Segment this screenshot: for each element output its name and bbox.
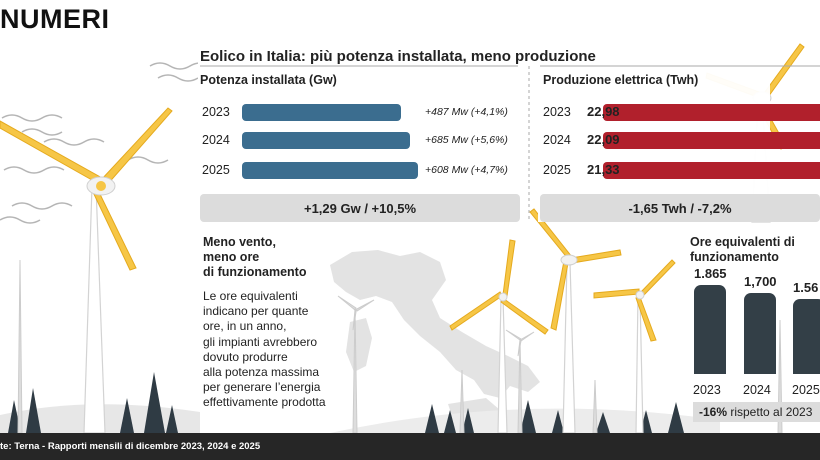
hours-value-label: 1.56 — [793, 280, 819, 295]
wind-turbine-icon — [449, 239, 549, 434]
hours-change-box: -16% rispetto al 2023 — [693, 402, 820, 422]
note-heading: Meno vento, meno ore di funzionamento — [203, 235, 306, 280]
hours-change-percent: -16% — [699, 405, 728, 419]
capacity-year-label: 2025 — [202, 163, 230, 177]
capacity-bar — [242, 104, 401, 121]
note-body-line: effettivamente prodotta — [203, 395, 326, 410]
infographic-title: Eolico in Italia: più potenza installata… — [200, 48, 596, 65]
capacity-summary: +1,29 Gw / +10,5% — [200, 194, 520, 222]
note-body-line: Le ore equivalenti — [203, 289, 298, 303]
note-heading-line: Meno vento, — [203, 235, 276, 249]
note-body-line: ore, in un anno, — [203, 319, 287, 334]
hours-year-label: 2023 — [693, 383, 721, 397]
tree-icons — [8, 372, 684, 433]
wind-turbine-icon — [593, 259, 676, 434]
capacity-change-note: +685 Mw (+5,6%) — [425, 134, 508, 146]
hours-value-label: 1.865 — [694, 266, 727, 281]
production-bar — [603, 104, 820, 121]
footer-bar — [0, 433, 820, 460]
production-summary: -1,65 Twh / -7,2% — [540, 194, 820, 222]
hours-value-label: 1,700 — [744, 274, 777, 289]
page-title: NUMERI — [0, 4, 110, 34]
production-year-label: 2025 — [543, 163, 571, 177]
capacity-change-note: +608 Mw (+4,7%) — [425, 164, 508, 176]
capacity-bar — [242, 162, 418, 179]
production-value-label: 21,33 — [587, 162, 620, 177]
hours-change-text: rispetto al 2023 — [727, 405, 813, 419]
capacity-bar — [242, 132, 410, 149]
note-body-line: alla potenza massima — [203, 365, 320, 380]
capacity-chart-title: Potenza installata (Gw) — [200, 73, 337, 87]
sardinia-silhouette — [346, 318, 372, 372]
hours-bar — [744, 293, 776, 374]
hours-bar — [694, 285, 726, 374]
wind-turbine-icon — [529, 208, 622, 434]
wind-turbine-icon — [0, 107, 173, 434]
production-bar — [603, 132, 820, 149]
production-year-label: 2023 — [543, 105, 571, 119]
note-body-line: indicano per quante — [203, 304, 309, 319]
note-body-line: gli impianti avrebbero — [203, 334, 318, 349]
production-value-label: 22,98 — [587, 104, 620, 119]
note-body: Le ore equivalenti indicano per quante o… — [203, 289, 326, 411]
capacity-year-label: 2023 — [202, 105, 230, 119]
production-bar — [603, 162, 820, 179]
production-chart-title: Produzione elettrica (Twh) — [543, 73, 699, 87]
hours-year-label: 2025 — [792, 383, 820, 397]
production-year-label: 2024 — [543, 133, 571, 147]
note-body-line: dovuto produrre — [203, 349, 288, 364]
capacity-year-label: 2024 — [202, 133, 230, 147]
note-heading-line: meno ore — [203, 250, 260, 264]
note-heading-line: di funzionamento — [203, 265, 307, 279]
italy-map-silhouette — [330, 250, 540, 398]
hours-chart-title: Ore equivalenti di funzionamento — [690, 235, 795, 264]
capacity-change-note: +487 Mw (+4,1%) — [425, 106, 508, 118]
note-body-line: per generare l’energia — [203, 380, 321, 395]
footer-source: te: Terna - Rapporti mensili di dicembre… — [0, 441, 261, 452]
hours-year-label: 2024 — [743, 383, 771, 397]
hours-bar — [793, 299, 820, 374]
wind-lines — [0, 62, 211, 224]
production-value-label: 22,09 — [587, 132, 620, 147]
